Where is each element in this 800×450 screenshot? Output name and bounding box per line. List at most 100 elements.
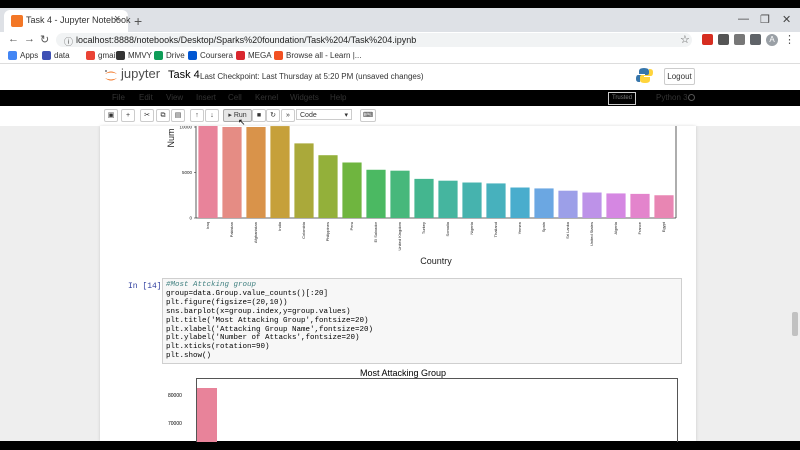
- bar: [270, 126, 290, 218]
- insert-cell-icon[interactable]: +: [121, 109, 135, 122]
- camera-icon[interactable]: [734, 34, 745, 45]
- y-axis-label: Num: [166, 128, 176, 147]
- chart-title: Most Attacking Group: [360, 368, 447, 378]
- scrollbar-thumb[interactable]: [792, 312, 798, 336]
- bookmark-item[interactable]: MMVY: [116, 51, 152, 60]
- bookmark-item[interactable]: Drive: [154, 51, 185, 60]
- new-tab-icon[interactable]: +: [134, 13, 143, 29]
- puzzle-icon[interactable]: [750, 34, 761, 45]
- close-window-icon[interactable]: ✕: [782, 14, 792, 26]
- copy-icon[interactable]: ⧉: [156, 109, 170, 122]
- bookmark-item[interactable]: MEGA: [236, 51, 272, 60]
- x-tick-label: Sri Lanka: [565, 221, 570, 239]
- bar: [462, 182, 482, 218]
- bookmark-favicon-icon: [274, 51, 283, 60]
- x-tick-label: Pakistan: [229, 222, 234, 237]
- x-tick-label: Turkey: [421, 222, 426, 234]
- bar: [366, 169, 386, 218]
- bar: [630, 193, 650, 218]
- menu-cell[interactable]: Cell: [228, 93, 242, 102]
- move-up-icon[interactable]: ↑: [190, 109, 204, 122]
- trusted-badge[interactable]: Trusted: [608, 92, 636, 105]
- bookmark-label: Coursera: [200, 51, 233, 60]
- tab-strip: [0, 8, 800, 32]
- menu-help[interactable]: Help: [330, 93, 347, 102]
- paste-icon[interactable]: ▤: [171, 109, 185, 122]
- minimize-icon[interactable]: —: [738, 13, 749, 25]
- bookmark-item[interactable]: gmaill: [86, 51, 119, 60]
- maximize-icon[interactable]: ❐: [760, 14, 770, 26]
- notebook-name[interactable]: Task 4: [168, 69, 200, 81]
- menu-widgets[interactable]: Widgets: [290, 93, 319, 102]
- code-cell-input[interactable]: [162, 278, 682, 364]
- y-tick-label: 70000: [168, 421, 182, 427]
- move-down-icon[interactable]: ↓: [205, 109, 219, 122]
- bar: [486, 183, 506, 218]
- bookmark-label: data: [54, 51, 70, 60]
- kernel-name: Python 3: [656, 93, 688, 102]
- save-icon[interactable]: ▣: [104, 109, 118, 122]
- chevron-down-icon: ▾: [344, 112, 348, 119]
- kernel-idle-indicator-icon: [688, 94, 695, 101]
- back-icon[interactable]: ←: [8, 33, 19, 45]
- reload-icon[interactable]: ↻: [40, 34, 50, 46]
- code-line: plt.show(): [166, 352, 212, 361]
- menu-file[interactable]: File: [112, 93, 125, 102]
- run-button[interactable]: ▸ Run: [223, 109, 252, 122]
- code-line: plt.ylabel('Number of Attacks',fontsize=…: [166, 334, 360, 343]
- menu-edit[interactable]: Edit: [139, 93, 153, 102]
- restart-icon[interactable]: ↻: [266, 109, 280, 122]
- menu-kebab-icon[interactable]: ⋮: [784, 34, 795, 46]
- bookmark-item[interactable]: data: [42, 51, 70, 60]
- forward-icon[interactable]: →: [24, 33, 35, 45]
- bar: [414, 178, 434, 218]
- code-line: group=data.Group.value_counts()[:20]: [166, 289, 329, 298]
- checkpoint-status: Last Checkpoint: Last Thursday at 5:20 P…: [200, 72, 424, 81]
- bookmark-star-icon[interactable]: ☆: [680, 34, 690, 46]
- stop-icon[interactable]: ■: [252, 109, 266, 122]
- omnibox[interactable]: [56, 33, 692, 47]
- bookmark-item[interactable]: Coursera: [188, 51, 233, 60]
- bookmark-item[interactable]: Browse all - Learn |...: [274, 51, 362, 60]
- y-tick-label: 0: [189, 216, 192, 221]
- bookmark-item[interactable]: Apps: [8, 51, 38, 60]
- keyboard-icon[interactable]: ⌨: [360, 109, 376, 122]
- cut-icon[interactable]: ✂: [140, 109, 154, 122]
- bookmark-favicon-icon: [8, 51, 17, 60]
- x-tick-label: Colombia: [301, 221, 306, 239]
- menu-insert[interactable]: Insert: [196, 93, 217, 102]
- x-tick-label: Egypt: [661, 221, 666, 232]
- bar: [294, 143, 314, 218]
- close-tab-icon[interactable]: ×: [114, 13, 121, 25]
- logout-button[interactable]: Logout: [664, 68, 695, 85]
- bar: [246, 127, 266, 218]
- bookmark-favicon-icon: [188, 51, 197, 60]
- group-chart-axes: [196, 378, 678, 443]
- menu-kernel[interactable]: Kernel: [255, 93, 279, 102]
- bar: [390, 170, 410, 218]
- bookmark-label: Browse all - Learn |...: [286, 51, 362, 60]
- restart-run-all-icon[interactable]: »: [281, 109, 295, 122]
- url-text[interactable]: localhost:8888/notebooks/Desktop/Sparks%…: [76, 35, 417, 45]
- code-line: plt.title('Most Attacking Group',fontsiz…: [166, 316, 369, 325]
- run-label: Run: [233, 112, 247, 119]
- bar: [222, 127, 242, 218]
- bar: [197, 388, 217, 442]
- x-tick-label: India: [277, 221, 282, 230]
- x-tick-label: Afghanistan: [253, 222, 258, 243]
- browser-tab[interactable]: Task 4 - Jupyter Notebook ×: [4, 10, 131, 32]
- menu-view[interactable]: View: [166, 93, 184, 102]
- x-tick-label: Yemen: [517, 222, 522, 234]
- extension-shield-icon[interactable]: [702, 34, 713, 45]
- bar: [558, 190, 578, 218]
- x-tick-label: Philippines: [325, 222, 330, 241]
- info-icon[interactable]: ⓘ: [64, 37, 74, 47]
- avatar[interactable]: A: [766, 34, 778, 46]
- taskbar: [0, 442, 800, 450]
- cell-type-select[interactable]: Code ▾: [296, 109, 352, 120]
- bookmark-favicon-icon: [236, 51, 245, 60]
- extension-icon[interactable]: [718, 34, 729, 45]
- jupyter-logo-icon[interactable]: [104, 68, 118, 84]
- bookmark-label: Drive: [166, 51, 185, 60]
- bar: [534, 188, 554, 218]
